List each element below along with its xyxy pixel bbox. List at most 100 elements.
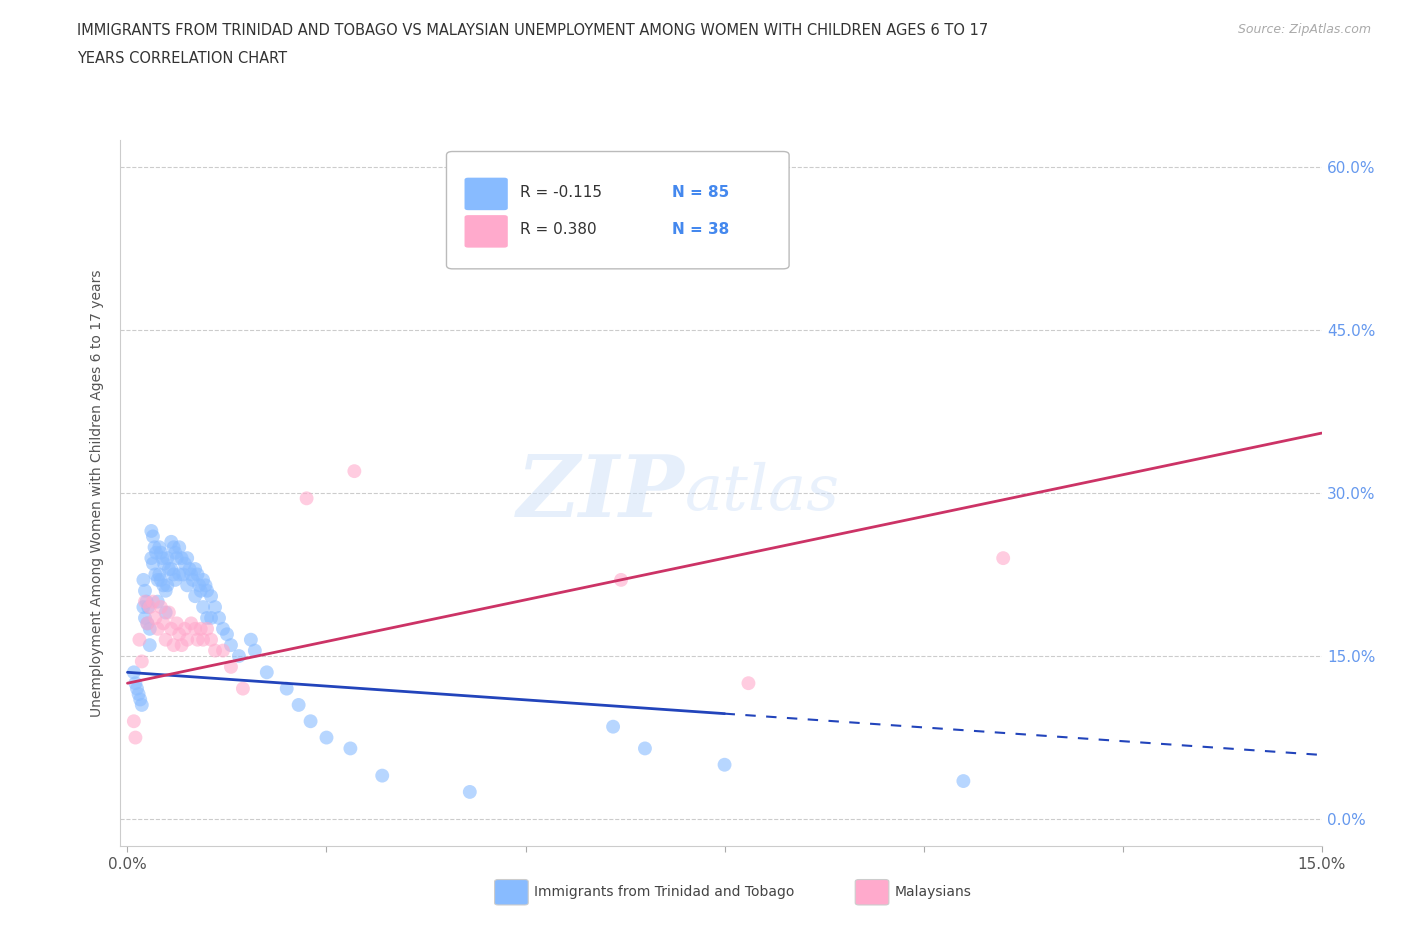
Point (219, 638, 242, 653)
Text: Malaysians: Malaysians (894, 885, 972, 899)
Point (232, 681, 254, 696)
Point (142, 556, 165, 571)
Point (134, 594, 156, 609)
Y-axis label: Unemployment Among Women with Children Ages 6 to 17 years: Unemployment Among Women with Children A… (90, 269, 104, 717)
FancyBboxPatch shape (495, 880, 529, 905)
Point (167, 567, 190, 582)
Point (634, 741, 657, 756)
Point (125, 681, 148, 696)
Point (243, 644, 266, 658)
Point (737, 676, 759, 691)
Point (173, 556, 195, 571)
Point (170, 638, 193, 653)
Point (129, 692, 152, 707)
Point (299, 714, 322, 729)
Point (287, 698, 309, 712)
Point (132, 573, 155, 588)
Point (152, 616, 174, 631)
Text: N = 38: N = 38 (672, 222, 730, 237)
Point (166, 616, 188, 631)
Point (163, 567, 186, 582)
Point (190, 583, 212, 598)
Point (124, 676, 146, 691)
Point (239, 632, 262, 647)
FancyBboxPatch shape (447, 152, 789, 269)
Point (195, 621, 218, 636)
Point (139, 600, 162, 615)
Text: R = 0.380: R = 0.380 (520, 222, 596, 237)
Point (172, 567, 194, 582)
Point (134, 610, 156, 625)
Point (219, 659, 242, 674)
Point (157, 562, 180, 577)
Point (160, 562, 183, 577)
Point (155, 605, 177, 620)
Point (173, 621, 195, 636)
Point (176, 632, 198, 647)
Point (165, 545, 187, 560)
Point (184, 589, 207, 604)
Point (276, 681, 298, 696)
Point (139, 621, 162, 636)
Point (135, 594, 157, 609)
Point (952, 774, 974, 789)
Point (200, 632, 222, 647)
Point (160, 621, 183, 636)
Point (186, 632, 208, 647)
Point (152, 578, 174, 592)
Point (155, 632, 177, 647)
Point (186, 567, 208, 582)
Point (143, 539, 166, 554)
Point (156, 578, 179, 592)
Point (139, 638, 162, 653)
Point (181, 573, 204, 588)
Point (128, 686, 150, 701)
Point (143, 567, 166, 582)
Point (191, 600, 214, 615)
Text: N = 85: N = 85 (672, 185, 730, 200)
Point (458, 785, 481, 800)
FancyBboxPatch shape (464, 178, 508, 210)
Point (498, 252, 520, 267)
Point (142, 594, 165, 609)
Point (148, 539, 170, 554)
Text: ZIP: ZIP (516, 451, 685, 535)
FancyBboxPatch shape (464, 215, 508, 247)
Text: YEARS CORRELATION CHART: YEARS CORRELATION CHART (77, 51, 287, 66)
Text: Immigrants from Trinidad and Tobago: Immigrants from Trinidad and Tobago (534, 885, 794, 899)
Point (134, 583, 156, 598)
Point (160, 535, 183, 550)
Point (200, 589, 222, 604)
Point (208, 610, 231, 625)
Text: Source: ZipAtlas.com: Source: ZipAtlas.com (1237, 23, 1371, 36)
Point (128, 632, 150, 647)
Point (136, 616, 159, 631)
Point (146, 594, 169, 609)
Text: IMMIGRANTS FROM TRINIDAD AND TOBAGO VS MALAYSIAN UNEMPLOYMENT AMONG WOMEN WITH C: IMMIGRANTS FROM TRINIDAD AND TOBAGO VS M… (77, 23, 988, 38)
Point (343, 464, 366, 479)
Point (602, 719, 624, 734)
Point (200, 610, 222, 625)
Point (163, 638, 186, 653)
Point (195, 583, 218, 598)
Point (141, 551, 163, 565)
Point (713, 757, 735, 772)
Point (184, 562, 207, 577)
Point (124, 730, 146, 745)
Point (180, 567, 202, 582)
Point (141, 524, 163, 538)
Point (204, 644, 226, 658)
Point (993, 551, 1015, 565)
Point (176, 578, 198, 592)
Point (146, 573, 169, 588)
Point (195, 610, 218, 625)
Point (167, 539, 190, 554)
Point (191, 632, 214, 647)
Point (148, 567, 170, 582)
Point (167, 627, 190, 642)
Point (371, 768, 394, 783)
Point (215, 627, 238, 642)
Point (152, 551, 174, 565)
Point (179, 562, 201, 577)
Point (143, 610, 166, 625)
